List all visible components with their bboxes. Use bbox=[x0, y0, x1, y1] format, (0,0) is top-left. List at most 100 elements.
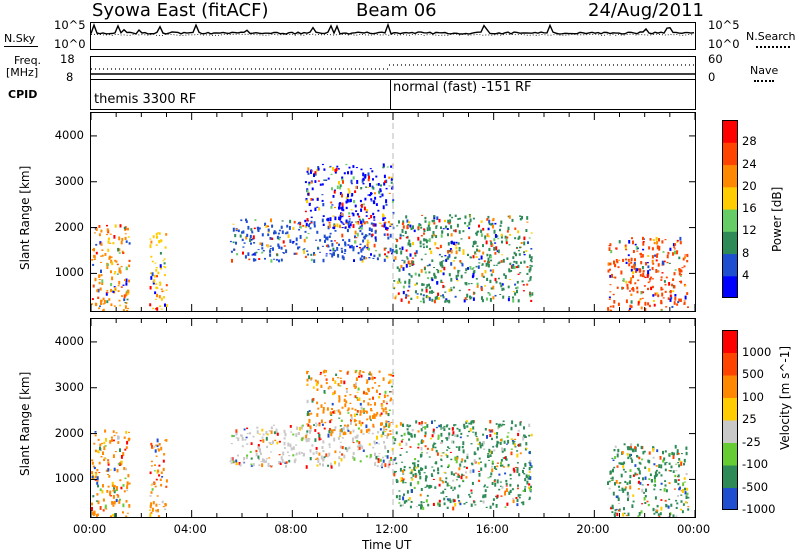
date-title: 24/Aug/2011 bbox=[588, 0, 704, 21]
colorbar-tick-label: 8 bbox=[742, 245, 750, 260]
nsky-label: N.Sky bbox=[4, 32, 36, 45]
time-axis-ticks: 00:00 04:00 08:00 12:00 16:00 20:00 00:00 bbox=[73, 522, 710, 538]
noise-panel bbox=[90, 22, 696, 50]
cpid-panel bbox=[90, 80, 696, 110]
echo-region-0 bbox=[91, 224, 131, 313]
noise-right-tick-bottom: 10^0 bbox=[708, 37, 740, 51]
freq-left-tick-top: 18 bbox=[60, 52, 75, 66]
velocity-colorbar bbox=[722, 330, 738, 511]
noise-left-tick-top: 10^5 bbox=[54, 18, 86, 32]
echo-region-3 bbox=[306, 369, 395, 437]
colorbar-swatch bbox=[722, 186, 738, 210]
nave-right-tick-top: 60 bbox=[708, 52, 723, 66]
colorbar-swatch bbox=[722, 375, 738, 398]
colorbar-swatch bbox=[722, 209, 738, 232]
y-tick-label: 1000 bbox=[54, 265, 84, 280]
y-tick-label: 4000 bbox=[54, 127, 84, 142]
nsearch-legend-line bbox=[756, 46, 790, 48]
velocity-colorbar-label: Velocity [m s^-1] bbox=[778, 345, 792, 450]
x-tick-label: 00:00 bbox=[677, 522, 711, 536]
velocity-heatmap bbox=[90, 318, 696, 520]
colorbar-swatch bbox=[722, 397, 738, 421]
nave-legend-line bbox=[754, 80, 774, 82]
cpid-divider bbox=[390, 80, 391, 110]
power-ylabel: Slant Range [km] bbox=[18, 165, 32, 270]
colorbar-swatch bbox=[722, 120, 738, 143]
cpid-segment-1: themis 3300 RF bbox=[94, 92, 197, 107]
echo-region-5 bbox=[607, 443, 690, 520]
plot-frame bbox=[90, 112, 696, 312]
freq-label-line1: Freq. bbox=[14, 54, 42, 67]
colorbar-tick-label: 1000 bbox=[742, 344, 772, 359]
colorbar-swatch bbox=[722, 253, 738, 277]
power-colorbar-ticks: 4 8 12 16 20 24 28 bbox=[742, 120, 782, 298]
echo-region-0 bbox=[91, 429, 131, 520]
colorbar-tick-label: 24 bbox=[742, 156, 757, 171]
y-tick-label: 2000 bbox=[54, 219, 84, 234]
colorbar-swatch bbox=[722, 330, 738, 353]
echo-region-5 bbox=[607, 236, 689, 314]
colorbar-tick-label: -100 bbox=[742, 457, 769, 471]
colorbar-swatch bbox=[722, 420, 738, 443]
echo-region-4 bbox=[393, 214, 534, 304]
freq-label-line2: [MHz] bbox=[6, 66, 39, 79]
y-tick-label: 2000 bbox=[54, 425, 84, 440]
colorbar-swatch bbox=[722, 275, 738, 299]
nave-label: Nave bbox=[750, 64, 779, 77]
power-colorbar bbox=[722, 120, 738, 299]
beam-title: Beam 06 bbox=[356, 0, 437, 21]
station-title: Syowa East (fitACF) bbox=[92, 0, 269, 21]
y-tick-label: 4000 bbox=[54, 333, 84, 348]
freq-panel bbox=[90, 56, 696, 80]
nsearch-label: N.Search bbox=[746, 30, 796, 43]
freq-trace bbox=[91, 64, 695, 75]
colorbar-tick-label: -1000 bbox=[742, 502, 776, 516]
colorbar-swatch bbox=[722, 164, 738, 188]
colorbar-swatch bbox=[722, 142, 738, 166]
time-axis-label: Time UT bbox=[362, 538, 412, 552]
power-heatmap bbox=[90, 112, 696, 314]
x-tick-label: 00:00 bbox=[73, 522, 107, 536]
plot-frame bbox=[90, 318, 696, 518]
x-tick-label: 20:00 bbox=[576, 522, 610, 536]
cpid-label: CPID bbox=[8, 88, 38, 101]
x-tick-label: 12:00 bbox=[375, 522, 409, 536]
power-panel: 1000 2000 3000 4000 bbox=[55, 112, 696, 314]
noise-trace bbox=[91, 23, 695, 36]
colorbar-tick-label: 100 bbox=[742, 389, 764, 404]
x-tick-label: 08:00 bbox=[274, 522, 308, 536]
velocity-panel: 1000 2000 3000 4000 bbox=[55, 318, 696, 520]
nsky-legend-line bbox=[4, 46, 38, 47]
y-tick-label: 3000 bbox=[54, 173, 84, 188]
nave-right-tick-bottom: 0 bbox=[708, 70, 716, 84]
colorbar-swatch bbox=[722, 465, 738, 488]
colorbar-tick-label: 16 bbox=[742, 201, 757, 215]
noise-right-tick-top: 10^5 bbox=[708, 18, 740, 32]
colorbar-tick-label: 500 bbox=[742, 367, 764, 381]
colorbar-tick-label: -25 bbox=[742, 434, 761, 449]
colorbar-tick-label: 4 bbox=[742, 267, 750, 282]
echo-region-3 bbox=[304, 163, 395, 230]
colorbar-swatch bbox=[722, 352, 738, 376]
echo-region-2 bbox=[229, 424, 395, 469]
colorbar-tick-label: 12 bbox=[742, 223, 757, 238]
y-tick-label: 1000 bbox=[54, 471, 84, 486]
echo-region-1 bbox=[149, 232, 168, 311]
colorbar-swatch bbox=[722, 442, 738, 466]
echo-region-1 bbox=[149, 438, 168, 518]
velocity-ylabel: Slant Range [km] bbox=[18, 371, 32, 476]
colorbar-tick-label: 28 bbox=[742, 134, 757, 149]
power-colorbar-label: Power [dB] bbox=[770, 186, 784, 252]
x-tick-label: 16:00 bbox=[475, 522, 509, 536]
colorbar-tick-label: -500 bbox=[742, 479, 769, 494]
freq-left-tick-bottom: 8 bbox=[66, 70, 74, 84]
colorbar-tick-label: 25 bbox=[742, 412, 757, 426]
echo-region-2 bbox=[229, 218, 395, 263]
echo-region-4 bbox=[393, 420, 533, 511]
cpid-segment-2: normal (fast) -151 RF bbox=[393, 80, 532, 95]
colorbar-tick-label: 20 bbox=[742, 178, 757, 193]
colorbar-swatch bbox=[722, 487, 738, 511]
colorbar-swatch bbox=[722, 231, 738, 255]
velocity-colorbar-ticks: 1000 500 100 25 -25 -100 -500 -1000 bbox=[742, 330, 792, 517]
x-tick-label: 04:00 bbox=[173, 522, 207, 536]
